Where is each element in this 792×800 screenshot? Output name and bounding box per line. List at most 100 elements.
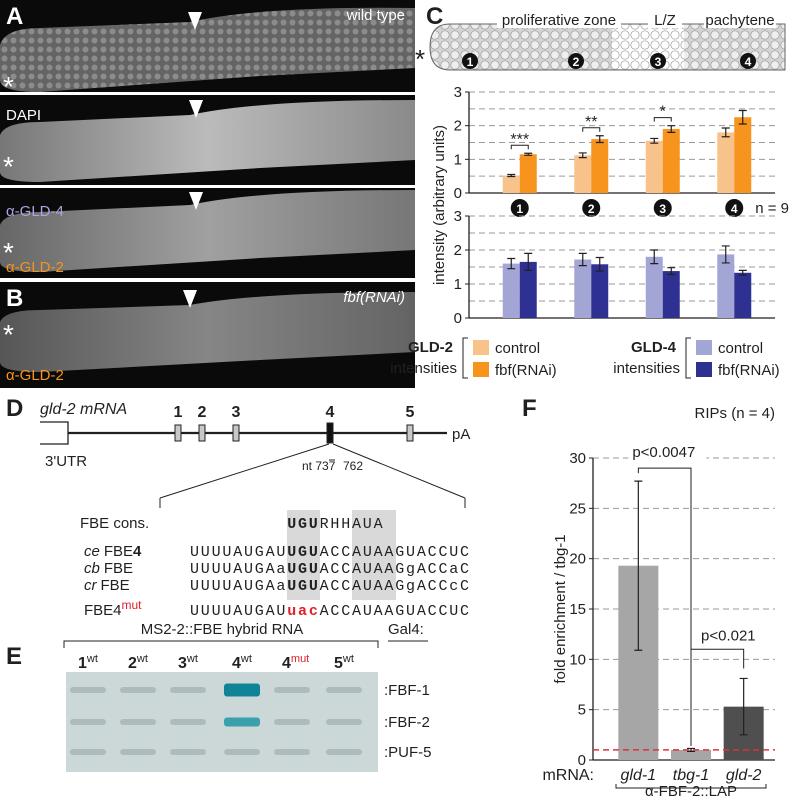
gel-band <box>274 687 310 693</box>
y-tick-label: 25 <box>569 500 586 517</box>
bar <box>519 261 537 318</box>
fbe: FBE <box>101 577 130 594</box>
exon-label: 5 <box>406 404 415 421</box>
bar <box>519 154 537 193</box>
gonad-image <box>0 292 415 372</box>
gel-band <box>170 687 206 693</box>
bar <box>574 155 592 193</box>
seq-part: AUAA <box>352 561 395 578</box>
zone-marker <box>740 53 756 69</box>
exon-label: 1 <box>174 404 183 421</box>
y-tick-label: 30 <box>569 450 586 467</box>
sig-bracket <box>510 144 529 150</box>
consensus-part: RHH <box>320 516 352 533</box>
zone-number: 1 <box>467 55 474 69</box>
lane-label: 4wt <box>232 653 252 672</box>
consensus-seq: UGURHHAUA <box>287 516 384 533</box>
bar <box>645 140 663 193</box>
legend-title: GLD-4 <box>631 339 677 356</box>
lane-number: 2 <box>128 655 137 672</box>
gel-band <box>224 749 260 755</box>
seq-part: ACC <box>320 578 352 595</box>
lane-label: 3wt <box>178 653 198 672</box>
panel-label: D <box>6 395 23 422</box>
polya-label: pA <box>452 426 470 443</box>
stain-label: α-GLD-2 <box>6 367 64 384</box>
lane-number: 4 <box>232 655 241 672</box>
bar <box>734 272 752 318</box>
motif-box <box>287 510 320 600</box>
seq-part: GUACCUC <box>395 544 471 561</box>
label-bg <box>704 10 776 28</box>
gal4-label: Gal4: <box>388 621 424 638</box>
gel-band <box>120 687 156 693</box>
arrowhead <box>188 12 202 30</box>
error-bar <box>578 252 587 267</box>
legend-swatch <box>696 340 712 355</box>
y-tick-label: 0 <box>454 310 462 327</box>
nt-label: nt 737 <box>302 459 336 473</box>
legend-swatch <box>696 362 712 377</box>
sequence: UUUUAUGAaUGUACCAUAAGgACCaC <box>190 561 471 578</box>
error-bar <box>739 677 748 736</box>
seq-part: ACC <box>320 603 352 620</box>
gel-band <box>170 719 206 725</box>
seq-part: UGU <box>287 578 319 595</box>
lane-label: 5wt <box>334 653 354 672</box>
seq-part: AUAA <box>352 544 395 561</box>
seq-part: ACC <box>320 544 352 561</box>
zone-marker <box>650 53 666 69</box>
x-tick-label: 3 <box>659 202 666 216</box>
gel-band <box>224 683 260 697</box>
arrowhead <box>183 290 197 308</box>
motif-box <box>352 510 396 600</box>
sig-label: *** <box>510 131 529 148</box>
x-tick-label: gld-1 <box>621 767 657 784</box>
fbe: FBE <box>104 560 133 577</box>
category-marker <box>510 199 529 217</box>
sig-label: ** <box>585 114 597 131</box>
gel-band <box>120 749 156 755</box>
lane-label: 4mut <box>282 653 309 672</box>
lane-tag: wt <box>342 653 354 665</box>
utr-box <box>40 421 69 445</box>
y-tick-label: 0 <box>454 185 462 202</box>
bar <box>671 749 711 760</box>
gonad-image <box>0 7 415 92</box>
bait-label: :PUF-5 <box>384 744 432 761</box>
bar <box>645 256 663 318</box>
bar <box>574 259 592 318</box>
panel-label: E <box>6 643 22 670</box>
legend-subtitle: intensities <box>613 360 680 377</box>
seq-part: UGU <box>287 561 319 578</box>
exon <box>406 424 414 442</box>
nt-label: 762 <box>343 459 363 473</box>
gel-band <box>326 719 362 725</box>
label-bg <box>497 10 621 28</box>
exon <box>326 422 334 444</box>
gel-band <box>274 719 310 725</box>
sequence: UUUUAUGAaUGUACCAUAAGgACCcC <box>190 578 471 595</box>
seq-part: AUAA <box>352 578 395 595</box>
category-marker <box>582 199 601 217</box>
panel-label: C <box>426 3 443 30</box>
category-marker <box>653 199 672 217</box>
gonad-image <box>0 100 415 182</box>
error-bar <box>634 480 643 651</box>
seq-part: GgACCaC <box>395 561 471 578</box>
seq-part: UGU <box>287 544 319 561</box>
zone-number: 4 <box>745 55 752 69</box>
bracket <box>63 640 379 648</box>
error-bar <box>738 109 747 125</box>
x-tick-label: 1 <box>516 202 523 216</box>
sig-bracket <box>582 127 601 132</box>
seq-part: GUACCUC <box>395 603 471 620</box>
lane-number: 5 <box>334 655 343 672</box>
stain-label: α-GLD-2 <box>6 259 64 276</box>
gel-band <box>120 719 156 725</box>
gel-band <box>224 717 260 727</box>
y-tick-label: 5 <box>578 702 586 719</box>
gel-band <box>326 749 362 755</box>
